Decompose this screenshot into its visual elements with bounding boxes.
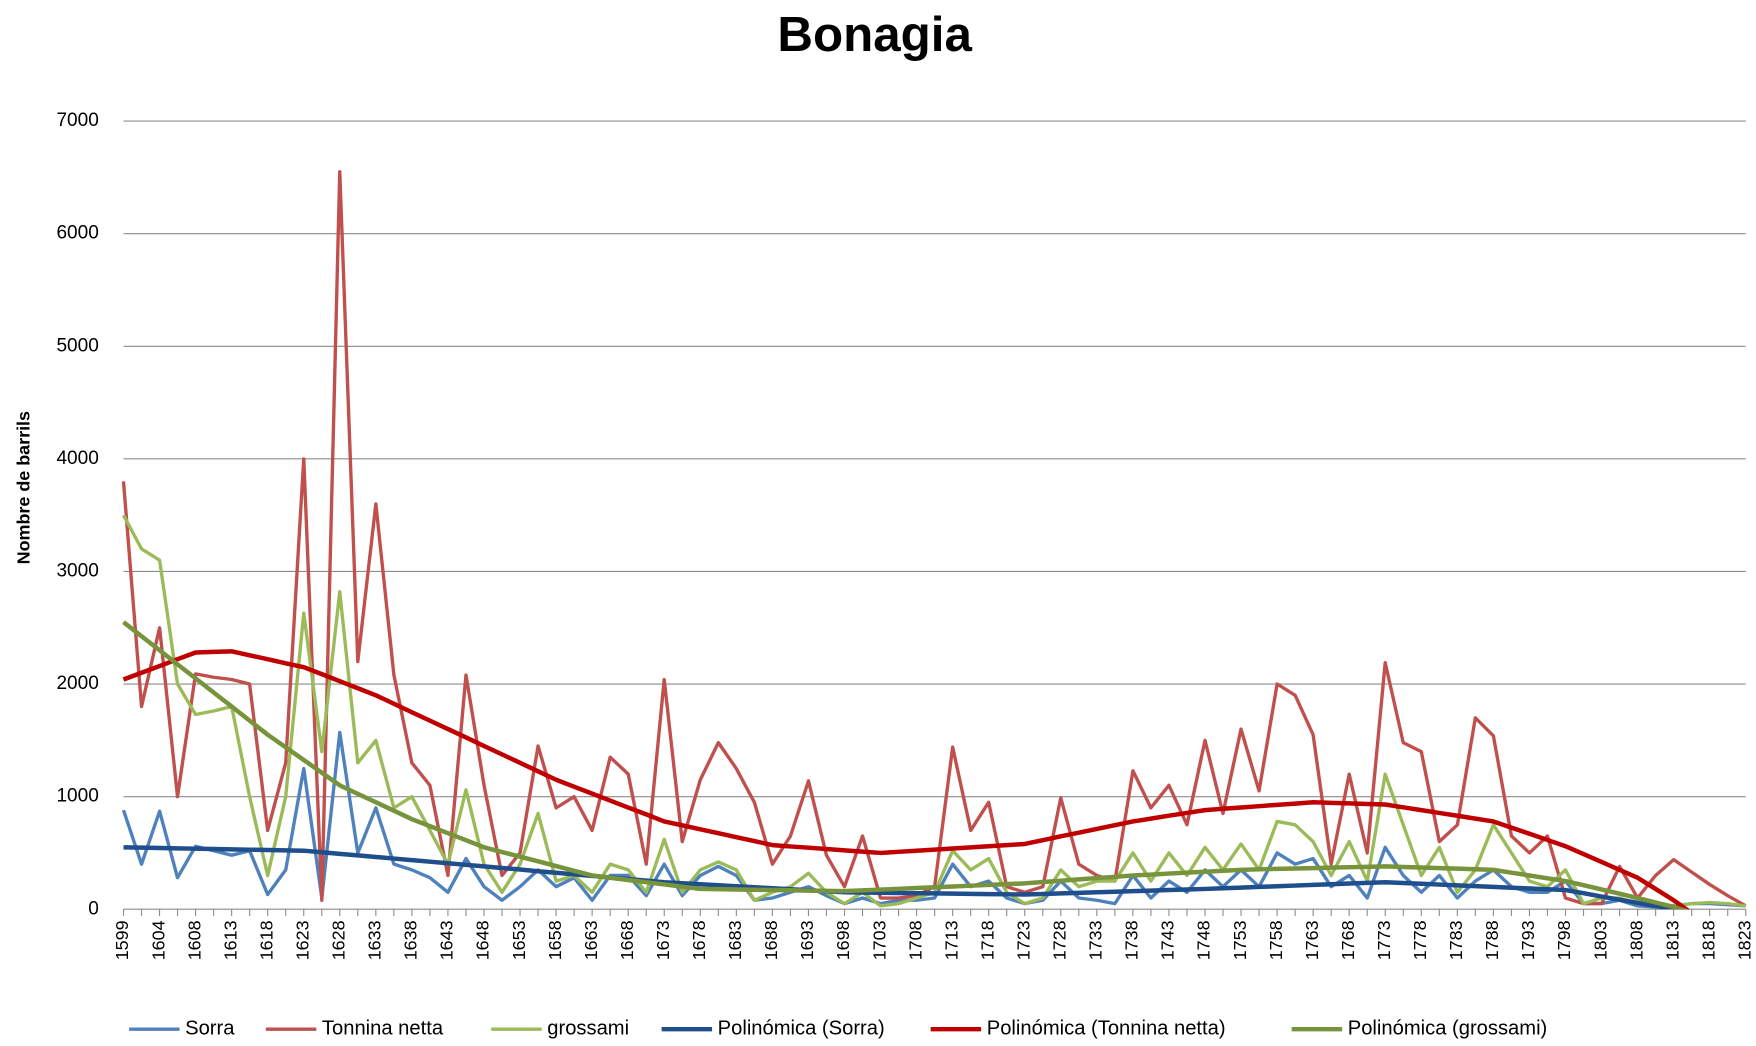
x-tick-label: 1599 bbox=[112, 920, 132, 960]
y-tick-label: 5000 bbox=[56, 335, 98, 356]
x-tick-label: 1768 bbox=[1338, 920, 1358, 960]
x-tick-label: 1673 bbox=[653, 920, 673, 960]
x-tick-label: 1818 bbox=[1698, 920, 1718, 960]
y-tick-label: 3000 bbox=[56, 560, 98, 581]
x-tick-label: 1708 bbox=[905, 920, 925, 960]
y-tick-label: 4000 bbox=[56, 448, 98, 469]
plot-area bbox=[121, 170, 1747, 910]
x-tick-label: 1798 bbox=[1554, 920, 1574, 960]
x-tick-label: 1713 bbox=[941, 920, 961, 960]
x-tick-label: 1643 bbox=[437, 920, 457, 960]
x-tick-label: 1783 bbox=[1446, 920, 1466, 960]
x-tick-label: 1668 bbox=[617, 920, 637, 960]
legend-label: Tonnina netta bbox=[322, 1018, 444, 1040]
x-tick-label: 1733 bbox=[1086, 920, 1106, 960]
x-tick-label: 1773 bbox=[1374, 920, 1394, 960]
x-tick-label: 1638 bbox=[401, 920, 421, 960]
x-tick-label: 1788 bbox=[1482, 920, 1502, 960]
x-tick-label: 1693 bbox=[797, 920, 817, 960]
series-line bbox=[123, 845, 1686, 910]
x-tick-label: 1793 bbox=[1518, 920, 1538, 960]
x-tick-label: 1743 bbox=[1158, 920, 1178, 960]
x-tick-label: 1678 bbox=[689, 920, 709, 960]
x-tick-label: 1663 bbox=[581, 920, 601, 960]
x-tick-label: 1628 bbox=[329, 920, 349, 960]
x-tick-label: 1698 bbox=[833, 920, 853, 960]
y-tick-label: 2000 bbox=[56, 673, 98, 694]
x-tick-label: 1688 bbox=[761, 920, 781, 960]
series-line bbox=[122, 620, 1689, 910]
series-line bbox=[121, 730, 1746, 909]
x-tick-label: 1718 bbox=[977, 920, 997, 960]
x-tick-label: 1658 bbox=[545, 920, 565, 960]
legend-label: Polinómica (grossami) bbox=[1348, 1018, 1548, 1040]
x-tick-label: 1738 bbox=[1122, 920, 1142, 960]
legend-label: Sorra bbox=[185, 1018, 235, 1040]
legend-label: Polinómica (Sorra) bbox=[718, 1018, 885, 1040]
x-tick-label: 1608 bbox=[184, 920, 204, 960]
y-tick-label: 7000 bbox=[56, 110, 98, 131]
series-line bbox=[122, 649, 1691, 910]
x-tick-label: 1803 bbox=[1590, 920, 1610, 960]
y-tick-label: 0 bbox=[88, 898, 99, 919]
x-tick-label: 1613 bbox=[220, 920, 240, 960]
x-tick-label: 1623 bbox=[292, 920, 312, 960]
x-tick-label: 1758 bbox=[1266, 920, 1286, 960]
x-tick-label: 1633 bbox=[365, 920, 385, 960]
x-tick-label: 1683 bbox=[725, 920, 745, 960]
y-axis-label: Nombre de barrils bbox=[14, 411, 34, 564]
x-tick-label: 1653 bbox=[509, 920, 529, 960]
x-tick-label: 1753 bbox=[1230, 920, 1250, 960]
x-tick-label: 1763 bbox=[1302, 920, 1322, 960]
y-tick-label: 6000 bbox=[56, 223, 98, 244]
x-tick-label: 1778 bbox=[1410, 920, 1430, 960]
x-tick-label: 1823 bbox=[1734, 920, 1754, 960]
x-tick-label: 1648 bbox=[473, 920, 493, 960]
legend-label: Polinómica (Tonnina netta) bbox=[987, 1018, 1226, 1040]
chart-title: Bonagia bbox=[777, 7, 972, 62]
x-tick-label: 1723 bbox=[1013, 920, 1033, 960]
x-tick-label: 1703 bbox=[869, 920, 889, 960]
x-tick-label: 1813 bbox=[1662, 920, 1682, 960]
y-tick-label: 1000 bbox=[56, 786, 98, 807]
x-tick-label: 1728 bbox=[1050, 920, 1070, 960]
x-tick-label: 1808 bbox=[1626, 920, 1646, 960]
x-tick-label: 1748 bbox=[1194, 920, 1214, 960]
x-tick-label: 1618 bbox=[256, 920, 276, 960]
x-tick-label: 1604 bbox=[148, 920, 168, 960]
legend-label: grossami bbox=[547, 1018, 629, 1040]
